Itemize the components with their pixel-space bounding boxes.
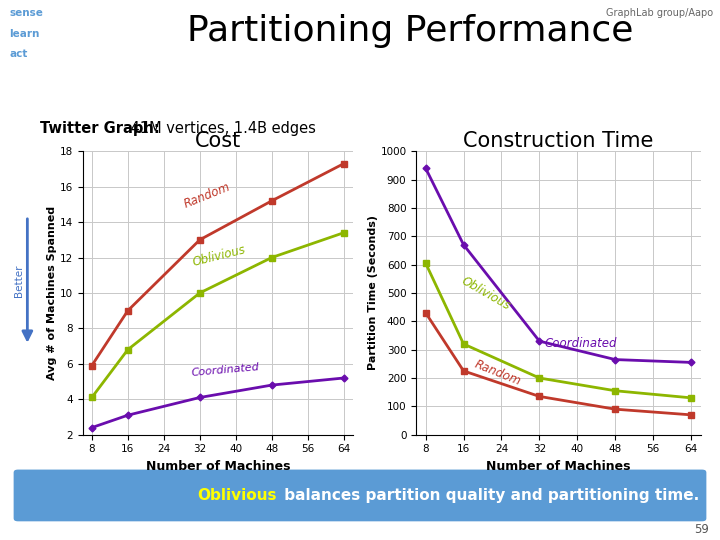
X-axis label: Number of Machines: Number of Machines	[145, 460, 290, 473]
Y-axis label: Partition Time (Seconds): Partition Time (Seconds)	[367, 215, 377, 370]
X-axis label: Number of Machines: Number of Machines	[486, 460, 631, 473]
Text: learn: learn	[9, 29, 40, 39]
Text: act: act	[9, 49, 28, 59]
Text: Random: Random	[181, 180, 233, 211]
Text: balances partition quality and partitioning time.: balances partition quality and partition…	[279, 488, 700, 503]
Title: Construction Time: Construction Time	[463, 131, 654, 151]
Text: Oblivious: Oblivious	[459, 274, 513, 313]
Y-axis label: Avg # of Machines Spanned: Avg # of Machines Spanned	[47, 206, 57, 380]
Text: sense: sense	[9, 8, 43, 18]
FancyBboxPatch shape	[12, 468, 708, 523]
Text: Better: Better	[14, 265, 24, 297]
Text: Oblivious: Oblivious	[191, 244, 247, 269]
Text: 59: 59	[694, 523, 709, 536]
Text: GraphLab group/Aapo: GraphLab group/Aapo	[606, 8, 713, 18]
Text: Twitter Graph:: Twitter Graph:	[40, 122, 159, 137]
Text: Random: Random	[473, 357, 523, 388]
Text: Coordinated: Coordinated	[544, 337, 616, 350]
Text: 41M vertices, 1.4B edges: 41M vertices, 1.4B edges	[126, 122, 316, 137]
Title: Cost: Cost	[194, 131, 241, 151]
Text: Oblivious: Oblivious	[198, 488, 277, 503]
Text: Coordinated: Coordinated	[191, 362, 260, 378]
Text: Partitioning Performance: Partitioning Performance	[187, 14, 634, 48]
